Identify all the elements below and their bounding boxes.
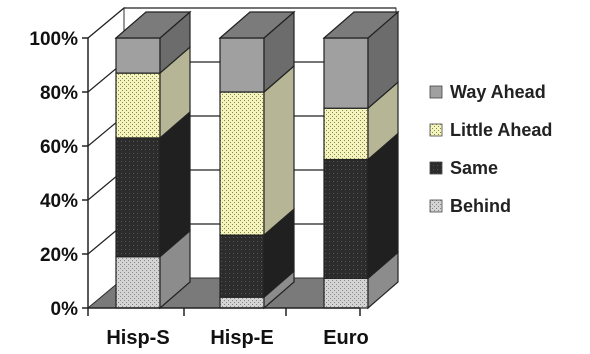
bar-front: [115, 256, 161, 309]
y-tick-label: 80%: [40, 83, 78, 104]
bar-front: [115, 137, 161, 258]
bar-front: [219, 234, 265, 298]
bar-front: [219, 37, 265, 93]
bar-front: [219, 296, 265, 309]
legend-swatch: [429, 199, 443, 213]
legend-item: Behind: [429, 196, 511, 216]
legend-swatch: [429, 161, 443, 175]
legend-label: Same: [450, 158, 498, 178]
legend-label: Little Ahead: [450, 120, 552, 140]
legend-label: Way Ahead: [450, 82, 546, 102]
x-tick-label: Hisp-E: [210, 327, 273, 349]
bar-top: [322, 11, 400, 39]
x-tick-label: Hisp-S: [106, 327, 169, 349]
y-tick-label: 20%: [40, 245, 78, 266]
bar-front: [323, 107, 369, 161]
bar-segment: [115, 110, 191, 259]
bar-front: [323, 277, 369, 309]
x-axis: Hisp-S Hisp-E Euro: [87, 307, 369, 349]
bar-stack-hisp-s: [114, 10, 192, 310]
y-tick-label: 40%: [40, 191, 78, 212]
gridline: [87, 7, 396, 39]
bar-segment: [323, 250, 399, 310]
legend-swatch: [429, 85, 443, 99]
bar-segment: [322, 10, 400, 110]
bar-segment: [323, 132, 399, 280]
bar-top: [218, 11, 296, 39]
legend-item: Way Ahead: [429, 82, 546, 102]
bar-segment: [114, 10, 192, 75]
bar-stack-euro: [322, 10, 400, 310]
y-axis: 0% 20% 40% 60% 80% 100%: [29, 29, 89, 320]
bar-stack-hisp-e: [218, 10, 296, 310]
bars: [114, 10, 400, 310]
bar-segment: [218, 10, 296, 94]
bar-segment: [219, 207, 295, 299]
bar-top: [114, 11, 192, 39]
bar-front: [115, 37, 161, 74]
bar-front: [323, 37, 369, 109]
y-tick-label: 0%: [51, 299, 79, 320]
bar-segment: [115, 229, 191, 310]
legend-label: Behind: [450, 196, 511, 216]
bar-front: [219, 91, 265, 236]
legend: Way Ahead Little Ahead Same Behind: [429, 82, 552, 216]
bar-side: [263, 64, 295, 237]
y-tick-label: 100%: [29, 29, 78, 50]
legend-item: Little Ahead: [429, 120, 552, 140]
legend-item: Same: [429, 158, 498, 178]
legend-swatch: [429, 123, 443, 137]
x-tick-label: Euro: [323, 327, 369, 349]
y-tick-label: 60%: [40, 137, 78, 158]
bar-segment: [219, 64, 295, 237]
bar-segment: [115, 45, 191, 140]
bar-front: [115, 72, 161, 139]
bar-front: [323, 158, 369, 279]
bar-segment: [323, 80, 399, 161]
